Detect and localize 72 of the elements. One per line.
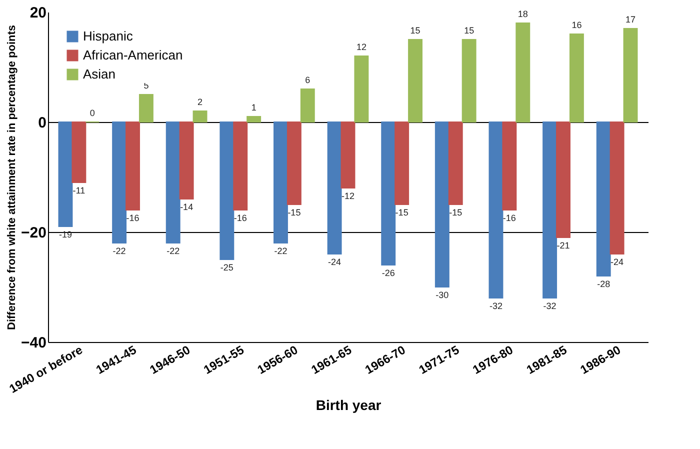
- bar: [516, 22, 530, 122]
- data-label: 17: [626, 14, 636, 24]
- y-axis-title: Difference from white attainment rate in percentage points: [6, 24, 18, 330]
- bar: [354, 56, 369, 122]
- bar: [72, 122, 86, 183]
- data-label: -22: [112, 246, 126, 256]
- legend-label: Asian: [83, 66, 116, 82]
- bar: [448, 122, 463, 205]
- bar: [596, 122, 611, 276]
- data-label: -32: [543, 301, 556, 311]
- data-label: -15: [395, 208, 408, 218]
- bar: [192, 110, 208, 122]
- data-label: 12: [356, 42, 366, 52]
- data-label: 18: [518, 9, 528, 19]
- bar: [434, 122, 450, 288]
- y-tick-label: −20: [21, 224, 46, 242]
- bar: [340, 122, 356, 188]
- data-label: -15: [449, 208, 462, 218]
- bar: [623, 28, 638, 122]
- data-label: -28: [597, 279, 610, 289]
- data-label: -16: [502, 213, 516, 223]
- bar: [408, 39, 422, 122]
- bar: [300, 88, 315, 122]
- data-label: -21: [556, 240, 570, 250]
- data-label: -11: [72, 186, 86, 196]
- bar: [233, 122, 248, 210]
- data-label: -24: [328, 257, 342, 267]
- y-tick-label: −40: [21, 334, 46, 352]
- bar: [556, 122, 570, 238]
- data-label: -16: [234, 213, 247, 223]
- bar: [126, 122, 140, 210]
- bar: [58, 122, 73, 227]
- data-label: -25: [220, 262, 234, 272]
- bar: [542, 122, 558, 298]
- bar: [246, 116, 262, 122]
- data-label: 2: [198, 97, 203, 107]
- data-label: 15: [410, 26, 420, 36]
- data-label: -16: [126, 213, 140, 223]
- data-label: -12: [341, 191, 355, 201]
- data-label: 1: [251, 102, 256, 112]
- data-label: -30: [436, 290, 449, 300]
- bar: [569, 34, 584, 122]
- data-label: -32: [489, 301, 502, 311]
- data-label: 16: [572, 20, 582, 30]
- legend-label: African-American: [83, 48, 183, 62]
- data-label: -14: [180, 202, 194, 212]
- data-label: 0: [90, 108, 95, 118]
- bar: [462, 39, 476, 122]
- y-tick-label: 0: [38, 114, 46, 132]
- data-label: 15: [464, 26, 474, 36]
- bar: [502, 122, 517, 210]
- data-label: 6: [305, 75, 310, 85]
- bar: [166, 122, 180, 244]
- bar: [138, 94, 154, 122]
- bar: [274, 122, 288, 244]
- bar: [488, 122, 504, 298]
- data-label: -26: [382, 268, 395, 278]
- bar: [327, 122, 342, 254]
- bar: [179, 122, 194, 200]
- data-label: -22: [274, 246, 288, 256]
- bar: [394, 122, 410, 205]
- x-axis-title: Birth year: [316, 397, 382, 414]
- data-label: -24: [610, 257, 624, 267]
- bar: [286, 122, 302, 205]
- legend-label: Hispanic: [83, 28, 134, 44]
- bar: [220, 122, 234, 260]
- bar: [112, 122, 127, 244]
- data-label: -22: [166, 246, 180, 256]
- bar: [381, 122, 396, 266]
- bar: [610, 122, 624, 254]
- data-label: -15: [288, 208, 301, 218]
- y-tick-label: 20: [30, 4, 46, 22]
